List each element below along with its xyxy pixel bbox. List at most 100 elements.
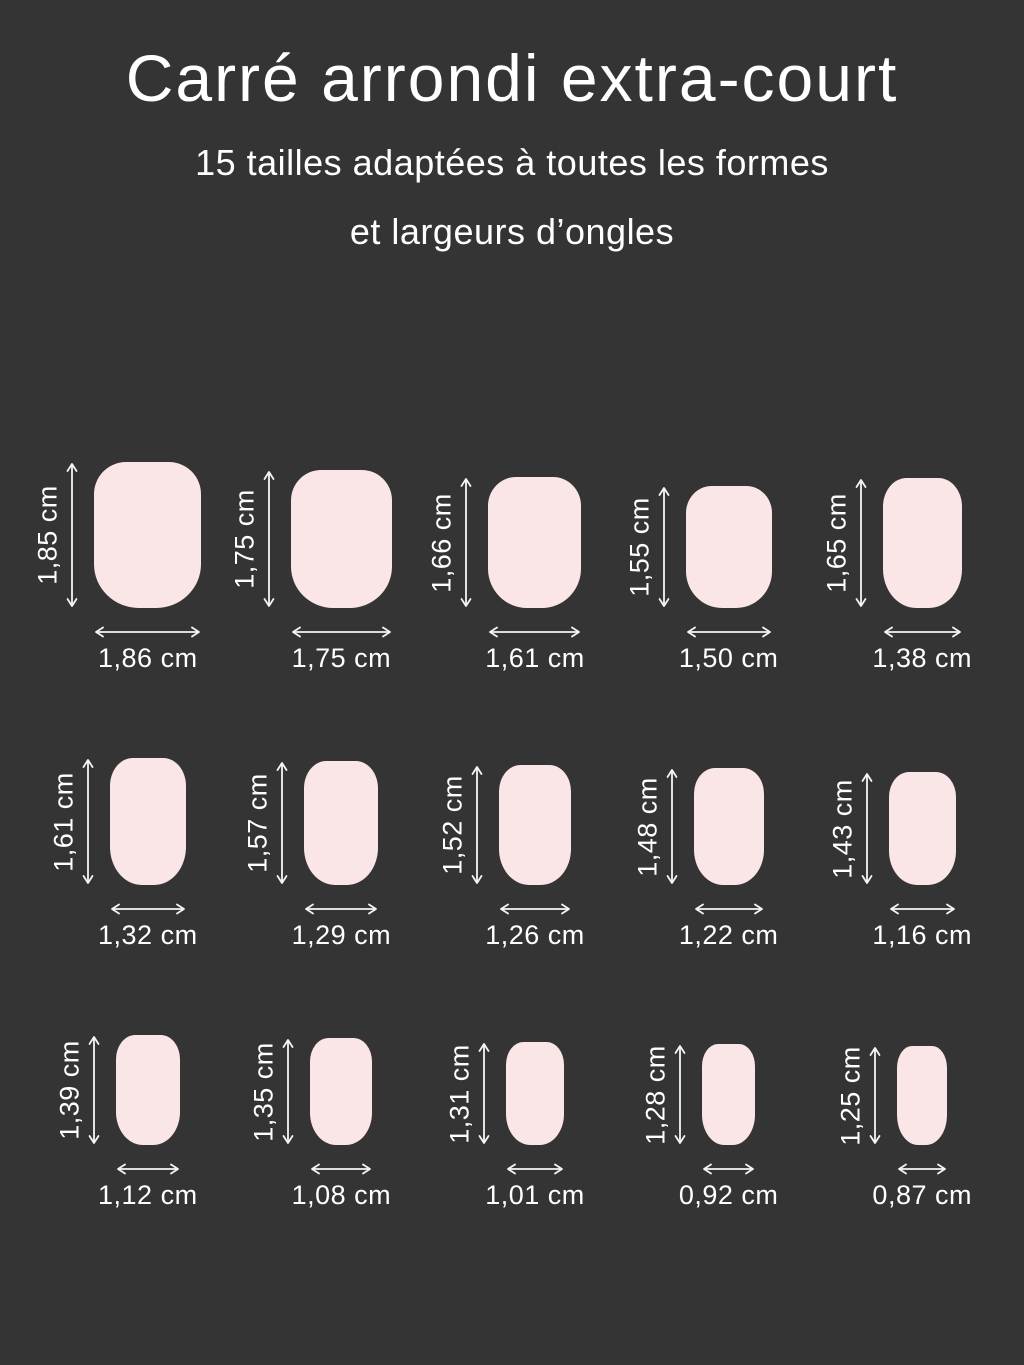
nail-measure-block: 1,55 cm xyxy=(624,486,772,608)
subtitle-line2: et largeurs d’ongles xyxy=(349,211,675,252)
height-arrow-icon xyxy=(282,1039,294,1144)
nail-measure-block: 1,66 cm xyxy=(427,477,582,608)
width-arrow-icon xyxy=(110,903,185,915)
nail-shape xyxy=(882,478,962,608)
nail-size-cell: 1,25 cm 0,87 cm xyxy=(804,1046,998,1211)
nail-shape xyxy=(94,462,202,608)
width-arrow-icon xyxy=(507,1163,563,1175)
nail-shape xyxy=(693,768,764,885)
width-label: 1,75 cm xyxy=(291,643,392,673)
width-arrow-icon xyxy=(703,1163,754,1175)
width-arrow-icon xyxy=(311,1163,372,1175)
width-label: 1,38 cm xyxy=(872,643,972,673)
height-label: 1,75 cm xyxy=(229,489,260,589)
height-arrow-icon xyxy=(82,759,94,884)
width-arrow-icon xyxy=(291,626,391,638)
width-label: 1,01 cm xyxy=(485,1180,585,1210)
height-label: 1,52 cm xyxy=(437,775,468,875)
nail-shape xyxy=(109,758,186,885)
nail-shape xyxy=(897,1046,948,1145)
height-label: 1,55 cm xyxy=(624,497,655,597)
height-label: 1,31 cm xyxy=(444,1043,475,1144)
nail-size-cell: 1,55 cm 1,50 cm xyxy=(611,486,805,674)
nail-size-cell: 1,48 cm 1,22 cm xyxy=(611,768,805,951)
header: Carré arrondi extra-court 15 tailles ada… xyxy=(0,0,1024,266)
width-label: 1,61 cm xyxy=(485,643,585,673)
nail-size-cell: 1,85 cm 1,86 cm xyxy=(30,462,224,674)
nail-shape xyxy=(498,765,571,885)
nail-size-cell: 1,52 cm 1,26 cm xyxy=(417,765,611,951)
height-arrow-icon xyxy=(869,1047,881,1144)
height-label: 1,43 cm xyxy=(827,778,858,879)
nail-measure-block: 1,61 cm xyxy=(48,758,186,885)
nail-shape xyxy=(310,1038,373,1145)
nail-size-cell: 1,61 cm 1,32 cm xyxy=(30,758,224,951)
width-label: 1,26 cm xyxy=(485,920,585,950)
width-arrow-icon xyxy=(898,1163,947,1175)
width-arrow-icon xyxy=(489,626,581,638)
height-label: 1,39 cm xyxy=(54,1040,85,1140)
nail-measure-block: 1,65 cm xyxy=(821,478,962,608)
height-arrow-icon xyxy=(666,769,677,884)
width-label: 1,16 cm xyxy=(872,920,972,950)
subtitle-line1: 15 tailles adaptées à toutes les formes xyxy=(195,142,829,183)
nail-measure-block: 1,43 cm xyxy=(827,772,956,885)
page-subtitle: 15 tailles adaptées à toutes les formes … xyxy=(0,128,1024,266)
nail-measure-block: 1,35 cm xyxy=(249,1038,373,1145)
height-label: 1,85 cm xyxy=(32,485,63,585)
width-arrow-icon xyxy=(694,903,763,915)
nail-size-guide: Carré arrondi extra-court 15 tailles ada… xyxy=(0,0,1024,1211)
height-label: 1,65 cm xyxy=(821,493,852,593)
nail-size-cell: 1,66 cm 1,61 cm xyxy=(417,477,611,674)
nail-shape xyxy=(488,477,582,608)
height-arrow-icon xyxy=(263,471,275,607)
height-label: 1,25 cm xyxy=(835,1045,866,1146)
nail-measure-block: 1,48 cm xyxy=(632,768,764,885)
width-label: 1,22 cm xyxy=(678,920,779,950)
height-arrow-icon xyxy=(88,1036,100,1144)
nail-size-cell: 1,31 cm 1,01 cm xyxy=(417,1042,611,1211)
height-label: 1,57 cm xyxy=(242,773,273,873)
width-label: 0,87 cm xyxy=(872,1180,972,1210)
height-label: 1,66 cm xyxy=(426,492,457,593)
width-arrow-icon xyxy=(305,903,378,915)
nail-size-cell: 1,28 cm 0,92 cm xyxy=(611,1044,805,1211)
height-arrow-icon xyxy=(66,463,78,607)
nail-shape xyxy=(702,1044,756,1145)
nail-size-cell: 1,39 cm 1,12 cm xyxy=(30,1035,224,1211)
height-label: 1,61 cm xyxy=(48,771,79,872)
nail-size-grid: 1,85 cm 1,86 cm 1,75 cm 1,75 cm 1,66 cm … xyxy=(0,462,1024,1211)
width-arrow-icon xyxy=(686,626,771,638)
nail-measure-block: 1,85 cm xyxy=(33,462,202,608)
nail-shape xyxy=(290,470,392,608)
nail-size-cell: 1,43 cm 1,16 cm xyxy=(804,772,998,951)
nail-measure-block: 1,52 cm xyxy=(437,765,571,885)
nail-measure-block: 1,75 cm xyxy=(229,470,392,608)
height-arrow-icon xyxy=(861,773,873,884)
nail-measure-block: 1,28 cm xyxy=(641,1044,756,1145)
height-arrow-icon xyxy=(855,479,867,607)
width-label: 1,12 cm xyxy=(98,1180,198,1210)
width-arrow-icon xyxy=(883,626,961,638)
width-label: 0,92 cm xyxy=(678,1180,779,1210)
nail-shape xyxy=(505,1042,564,1145)
nail-size-cell: 1,65 cm 1,38 cm xyxy=(804,478,998,674)
width-arrow-icon xyxy=(95,626,201,638)
width-label: 1,86 cm xyxy=(98,643,198,673)
nail-shape xyxy=(888,772,956,885)
width-arrow-icon xyxy=(500,903,570,915)
nail-size-cell: 1,75 cm 1,75 cm xyxy=(224,470,418,674)
height-arrow-icon xyxy=(478,1043,490,1144)
height-arrow-icon xyxy=(674,1045,686,1144)
page-title: Carré arrondi extra-court xyxy=(125,41,899,115)
width-label: 1,29 cm xyxy=(291,920,392,950)
height-label: 1,48 cm xyxy=(632,776,663,877)
nail-size-cell: 1,35 cm 1,08 cm xyxy=(224,1038,418,1211)
nail-size-cell: 1,57 cm 1,29 cm xyxy=(224,761,418,951)
width-label: 1,08 cm xyxy=(291,1180,392,1210)
width-label: 1,50 cm xyxy=(678,643,779,673)
width-arrow-icon xyxy=(889,903,955,915)
height-arrow-icon xyxy=(471,766,483,884)
nail-shape xyxy=(115,1035,180,1145)
width-label: 1,32 cm xyxy=(98,920,198,950)
